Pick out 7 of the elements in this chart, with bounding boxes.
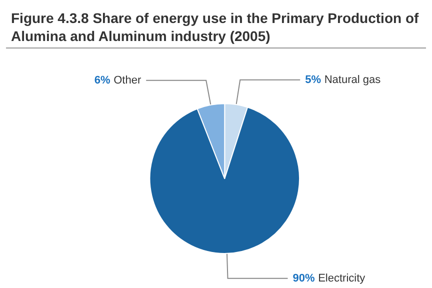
data-label: 6%	[94, 74, 110, 86]
slice-label: Natural gas	[324, 74, 382, 86]
slice-label: Electricity	[318, 272, 366, 284]
data-label: 5%	[305, 74, 322, 86]
slice-label: Other	[114, 74, 142, 86]
chart-title: Figure 4.3.8 Share of energy use in the Primary Production of Alumina and Aluminum industry (2005)	[11, 10, 423, 44]
data-label: 90%	[292, 272, 315, 284]
